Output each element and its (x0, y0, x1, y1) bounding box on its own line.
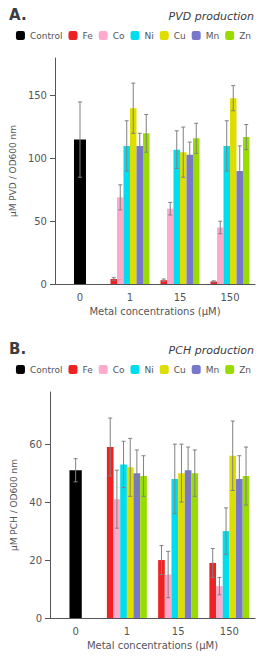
svg-text:15: 15 (174, 292, 187, 303)
svg-text:150: 150 (28, 90, 47, 101)
svg-text:Cu: Cu (174, 365, 186, 375)
svg-text:Co: Co (113, 365, 125, 375)
svg-text:Cu: Cu (174, 31, 186, 41)
svg-text:Ni: Ni (144, 365, 153, 375)
svg-text:50: 50 (34, 216, 47, 227)
svg-text:A.: A. (9, 6, 27, 24)
svg-text:60: 60 (29, 439, 42, 450)
svg-text:Metal concentrations (μM): Metal concentrations (μM) (89, 306, 220, 317)
svg-text:0: 0 (72, 626, 78, 637)
svg-text:1: 1 (124, 626, 130, 637)
svg-text:150: 150 (220, 292, 239, 303)
svg-text:15: 15 (172, 626, 185, 637)
svg-text:1: 1 (127, 292, 133, 303)
svg-text:40: 40 (29, 497, 42, 508)
svg-text:Fe: Fe (82, 365, 93, 375)
svg-text:0: 0 (41, 279, 47, 290)
svg-text:0: 0 (77, 292, 83, 303)
svg-text:Mn: Mn (206, 365, 219, 375)
svg-text:150: 150 (220, 626, 239, 637)
svg-text:B.: B. (9, 340, 26, 358)
svg-text:Co: Co (113, 31, 125, 41)
svg-text:PCH production: PCH production (169, 344, 254, 357)
svg-text:Metal concentrations (μM): Metal concentrations (μM) (87, 640, 218, 651)
svg-text:μM PVD / OD600 nm: μM PVD / OD600 nm (8, 125, 18, 217)
svg-text:20: 20 (29, 555, 42, 566)
svg-text:Zn: Zn (239, 31, 251, 41)
svg-text:Fe: Fe (82, 31, 93, 41)
svg-text:PVD production: PVD production (169, 10, 254, 23)
svg-text:Zn: Zn (239, 365, 251, 375)
svg-text:0: 0 (36, 613, 42, 624)
svg-text:100: 100 (28, 153, 47, 164)
svg-text:Ni: Ni (144, 31, 153, 41)
svg-text:Control: Control (30, 31, 63, 41)
svg-text:Mn: Mn (206, 31, 219, 41)
svg-text:Control: Control (30, 365, 63, 375)
svg-text:μM PCH / OD600 nm: μM PCH / OD600 nm (9, 459, 19, 551)
